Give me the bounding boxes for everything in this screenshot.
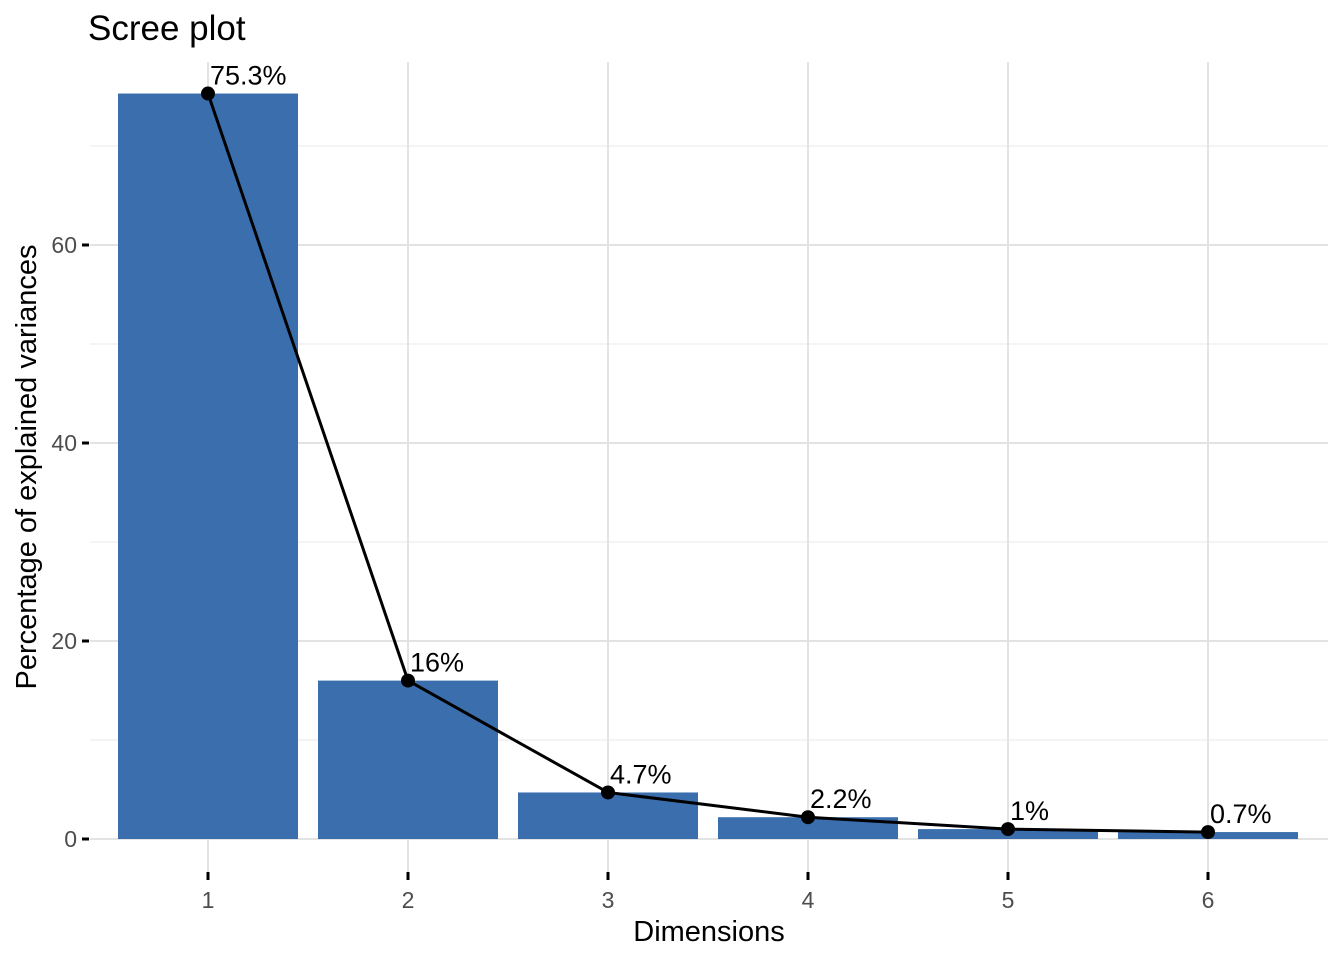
x-tick-label: 6: [1202, 887, 1215, 913]
scree-point: [401, 673, 415, 688]
point-value-label: 4.7%: [610, 759, 672, 789]
y-axis-title: Percentage of explained variances: [11, 245, 43, 690]
point-value-labels: 75.3% 16% 4.7% 2.2% 1% 0.7%: [210, 61, 1272, 830]
y-tick-label: 20: [51, 628, 77, 654]
x-axis-title: Dimensions: [633, 916, 785, 948]
axis-tick-labels: 0 20 40 60 1 2 3 4 5 6: [51, 232, 1214, 913]
scree-point: [601, 785, 615, 800]
variance-bar: [118, 93, 298, 839]
scree-point: [801, 810, 815, 825]
scree-line: [206, 93, 1209, 834]
x-tick-label: 5: [1002, 887, 1015, 913]
point-value-label: 75.3%: [210, 61, 287, 91]
x-tick-label: 1: [202, 887, 215, 913]
point-value-label: 1%: [1010, 796, 1049, 826]
x-tick-label: 2: [402, 887, 415, 913]
scree-point: [1201, 825, 1215, 840]
variance-bars: [118, 93, 1298, 839]
y-tick-label: 60: [51, 232, 77, 258]
x-tick-label: 3: [602, 887, 615, 913]
chart-title: Scree plot: [88, 9, 246, 48]
y-tick-label: 0: [64, 826, 77, 852]
point-value-label: 16%: [410, 648, 464, 678]
scree-polyline: [206, 93, 1209, 834]
axis-tick-marks: [82, 243, 1210, 880]
point-value-label: 0.7%: [1210, 799, 1272, 829]
scree-point: [201, 86, 215, 101]
point-value-label: 2.2%: [810, 784, 872, 814]
x-tick-label: 4: [802, 887, 815, 913]
scree-point: [1001, 822, 1015, 837]
variance-bar: [318, 680, 498, 839]
scree-points: [201, 86, 1215, 840]
y-tick-label: 40: [51, 430, 77, 456]
variance-bar: [718, 817, 898, 839]
